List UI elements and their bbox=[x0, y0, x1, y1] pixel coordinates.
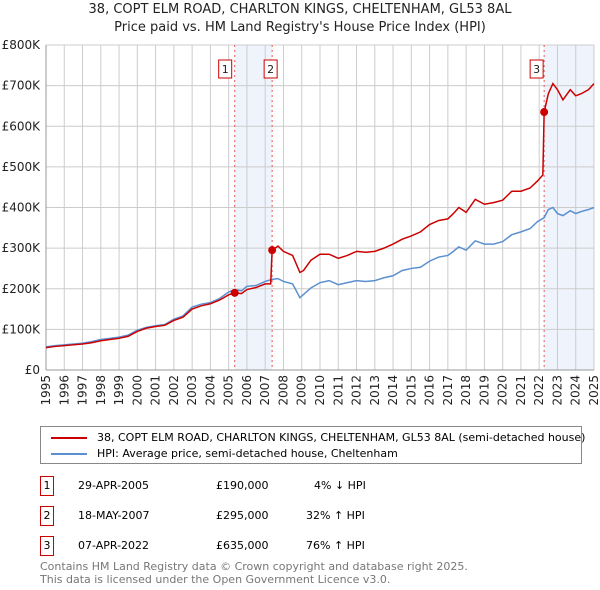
legend-item-property: 38, COPT ELM ROAD, CHARLTON KINGS, CHELT… bbox=[51, 431, 585, 444]
x-tick-label: 2010 bbox=[313, 375, 327, 406]
sale-price: £635,000 bbox=[216, 539, 269, 552]
x-tick-label: 2002 bbox=[167, 375, 181, 406]
x-tick-label: 2014 bbox=[386, 375, 400, 406]
x-tick-label: 2007 bbox=[258, 375, 272, 406]
x-tick-label: 2006 bbox=[240, 375, 254, 406]
x-tick-label: 2022 bbox=[532, 375, 546, 406]
series-line-hpi bbox=[45, 206, 595, 348]
sale-marker-box bbox=[529, 59, 544, 79]
sale-marker-label: 3 bbox=[533, 63, 540, 76]
y-tick-label: £200K bbox=[2, 282, 42, 296]
y-tick-label: £500K bbox=[2, 160, 42, 174]
sale-hpi: 32% ↑ HPI bbox=[306, 509, 365, 522]
x-tick-label: 2015 bbox=[404, 375, 418, 406]
x-tick-label: 2003 bbox=[185, 375, 199, 406]
sale-marker-box bbox=[218, 59, 233, 79]
x-tick-label: 1999 bbox=[112, 375, 126, 406]
x-tick-label: 2000 bbox=[130, 375, 144, 406]
y-tick-label: £800K bbox=[2, 38, 42, 52]
sale-point bbox=[268, 246, 277, 255]
y-tick-label: £600K bbox=[2, 119, 42, 133]
x-tick-label: 2001 bbox=[149, 375, 163, 406]
sale-marker-box bbox=[263, 59, 278, 79]
x-tick-label: 2004 bbox=[203, 375, 217, 406]
footer-line: This data is licensed under the Open Gov… bbox=[40, 573, 391, 586]
sale-hpi: 76% ↑ HPI bbox=[306, 539, 365, 552]
x-tick-label: 2019 bbox=[477, 375, 491, 406]
x-tick-label: 2018 bbox=[459, 375, 473, 406]
x-tick-label: 2008 bbox=[276, 375, 290, 406]
x-tick-label: 2024 bbox=[569, 375, 583, 406]
x-tick-label: 2021 bbox=[514, 375, 528, 406]
x-tick-label: 1995 bbox=[39, 375, 53, 406]
sale-marker-label: 2 bbox=[267, 63, 274, 76]
plot-area: £0 £100K £200K £300K £400K £500K £600K £700K £80… bbox=[2, 38, 600, 406]
legend-item-hpi: HPI: Average price, semi-detached house,… bbox=[51, 447, 398, 460]
x-tick-label: 1996 bbox=[57, 375, 71, 406]
footer: Contains HM Land Registry data © Crown c… bbox=[40, 560, 468, 586]
sale-date: 29-APR-2005 bbox=[78, 479, 150, 492]
x-tick-label: 2013 bbox=[368, 375, 382, 406]
x-tick-label: 2017 bbox=[441, 375, 455, 406]
y-tick-label: £400K bbox=[2, 201, 42, 215]
sale-price: £295,000 bbox=[216, 509, 269, 522]
x-tick-label: 2023 bbox=[550, 375, 564, 406]
series-line-property bbox=[45, 82, 595, 349]
y-tick-label: £100K bbox=[2, 322, 42, 336]
x-tick-label: 2012 bbox=[350, 375, 364, 406]
x-tick-label: 1998 bbox=[94, 375, 108, 406]
sale-point bbox=[230, 288, 239, 297]
x-tick-label: 2009 bbox=[295, 375, 309, 406]
chart-title: 38, COPT ELM ROAD, CHARLTON KINGS, CHELT… bbox=[88, 2, 512, 17]
legend-label: 38, COPT ELM ROAD, CHARLTON KINGS, CHELT… bbox=[97, 431, 586, 444]
sale-date: 18-MAY-2007 bbox=[78, 509, 150, 522]
legend: 38, COPT ELM ROAD, CHARLTON KINGS, CHELT… bbox=[40, 426, 585, 464]
sale-marker-number: 1 bbox=[40, 476, 54, 496]
legend-swatch-red bbox=[51, 436, 87, 439]
x-tick-label: 2005 bbox=[222, 375, 236, 406]
footer-line: Contains HM Land Registry data © Crown c… bbox=[40, 560, 468, 573]
sale-marker-number: 3 bbox=[40, 536, 54, 556]
x-tick-label: 2016 bbox=[423, 375, 437, 406]
sale-point bbox=[540, 108, 549, 117]
y-tick-label: £300K bbox=[2, 241, 42, 255]
legend-swatch-blue bbox=[51, 452, 87, 455]
sale-marker-label: 1 bbox=[222, 63, 229, 76]
y-tick-label: £0 bbox=[25, 363, 40, 377]
x-tick-label: 2020 bbox=[496, 375, 510, 406]
legend-label: HPI: Average price, semi-detached house,… bbox=[97, 447, 398, 460]
sale-marker-number: 2 bbox=[40, 506, 54, 526]
sale-date: 07-APR-2022 bbox=[78, 539, 150, 552]
chart-subtitle: Price paid vs. HM Land Registry's House … bbox=[114, 20, 486, 35]
x-tick-label: 2025 bbox=[587, 375, 600, 406]
x-tick-label: 2011 bbox=[331, 375, 345, 406]
x-tick-label: 1997 bbox=[76, 375, 90, 406]
sale-price: £190,000 bbox=[216, 479, 269, 492]
sale-hpi: 4% ↓ HPI bbox=[314, 479, 366, 492]
y-tick-label: £700K bbox=[2, 79, 42, 93]
